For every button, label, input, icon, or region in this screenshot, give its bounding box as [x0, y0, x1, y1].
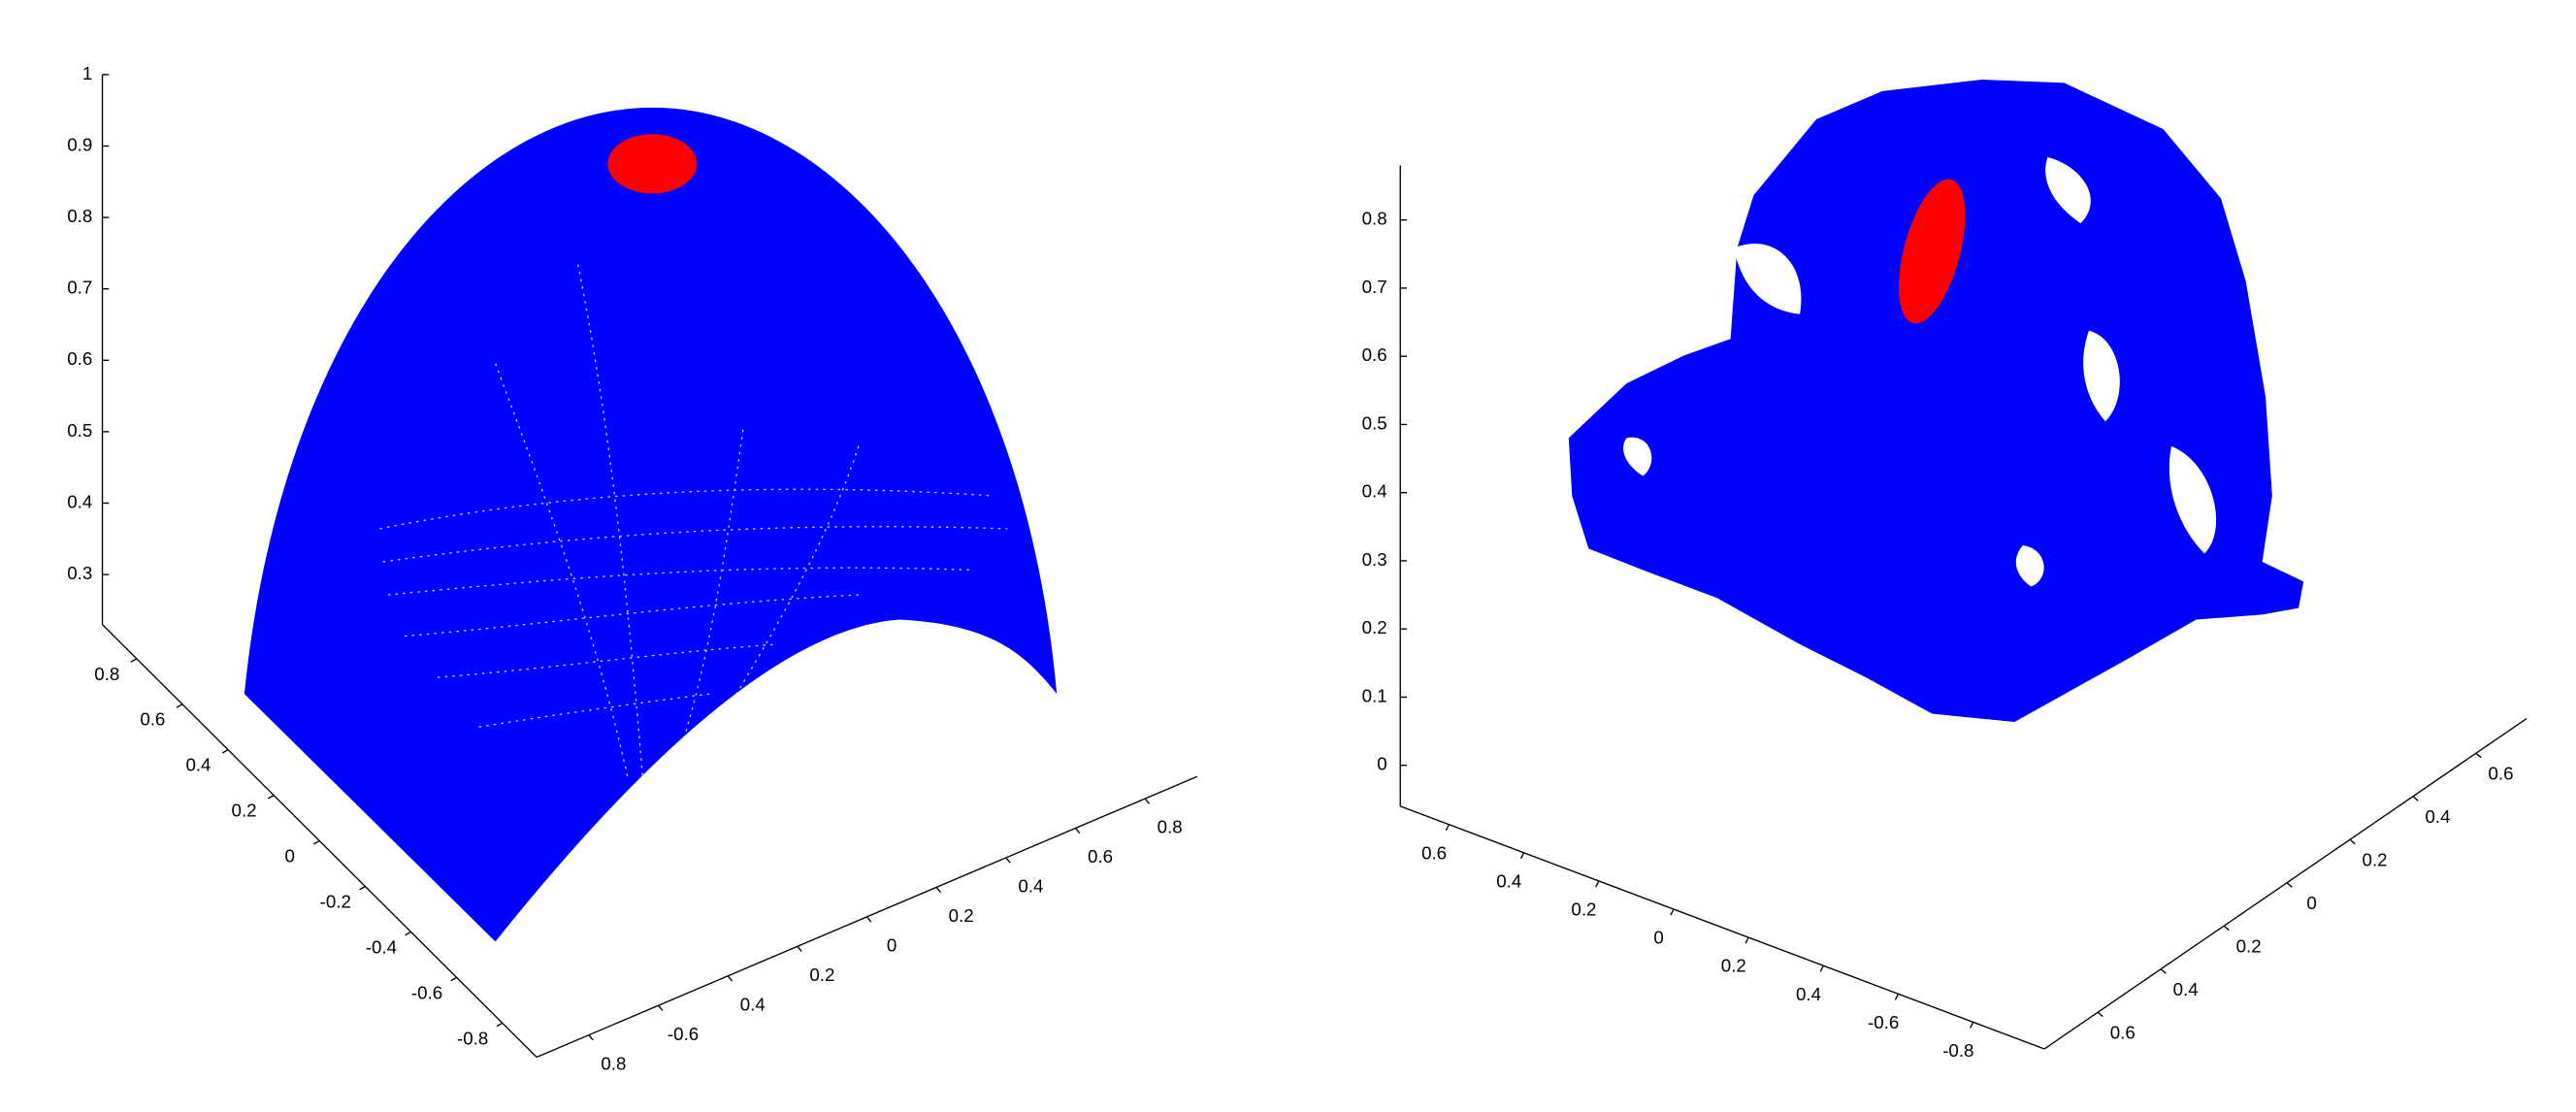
- highlight-region: [607, 134, 698, 194]
- y-tick: [1519, 852, 1525, 860]
- y-tick: [1595, 880, 1600, 888]
- y-tick-label: 0.4: [1796, 984, 1821, 1004]
- y-tick-label: -0.6: [1868, 1012, 1899, 1032]
- y-tick: [450, 976, 458, 982]
- z-tick-label: 0.4: [67, 491, 92, 511]
- z-tick-label: 0.7: [1362, 277, 1387, 297]
- x-tick-label: 0.4: [2173, 979, 2199, 999]
- x-tick: [2475, 752, 2482, 759]
- z-tick-label: 0.3: [67, 563, 92, 583]
- point-cloud: [1568, 79, 2304, 723]
- x-tick-label: 0.8: [601, 1053, 626, 1073]
- z-tick-label: 1: [82, 63, 92, 83]
- y-tick: [496, 1022, 504, 1028]
- z-tick-label: 0.4: [1362, 481, 1387, 502]
- x-tick-label: 0.4: [1018, 876, 1043, 897]
- y-tick: [359, 885, 366, 891]
- y-tick: [176, 703, 183, 708]
- y-tick: [405, 931, 411, 936]
- y-tick: [267, 795, 275, 800]
- y-tick-label: -0.4: [366, 936, 397, 957]
- y-tick-label: -0.8: [457, 1028, 488, 1048]
- z-tick-label: 0.2: [1362, 617, 1387, 638]
- y-tick: [1445, 824, 1451, 832]
- z-tick-label: 0.5: [1362, 412, 1387, 433]
- right-plot: [1568, 79, 2304, 723]
- left-plot: [244, 107, 1058, 942]
- z-tick-label: 0.3: [1362, 549, 1387, 570]
- z-tick-label: 0.7: [67, 278, 92, 298]
- x-tick-label: 0.8: [1158, 817, 1183, 837]
- y-tick-label: -0.6: [411, 982, 442, 1002]
- x-tick: [658, 1004, 664, 1011]
- y-tick-label: 0.6: [1421, 842, 1447, 863]
- y-tick: [313, 839, 320, 845]
- y-tick-label: 0.2: [1571, 899, 1596, 920]
- x-tick-label: -0.6: [668, 1024, 699, 1044]
- x-tick: [727, 975, 734, 982]
- x-tick-label: 0.2: [2236, 935, 2262, 956]
- x-tick-label: 0.2: [2363, 849, 2388, 869]
- y-tick: [1894, 993, 1900, 1000]
- x-tick: [2097, 1011, 2103, 1018]
- cloud-gaps: [1623, 156, 2217, 587]
- x-tick-label: 0.2: [949, 905, 974, 926]
- surface-lattice: [379, 264, 1008, 794]
- y-axis: [1399, 805, 2045, 1050]
- z-tick-label: 0.6: [1362, 344, 1387, 365]
- y-tick: [1970, 1022, 1974, 1029]
- z-tick-label: 0: [1377, 754, 1386, 774]
- x-tick: [2160, 968, 2167, 974]
- y-tick: [1670, 908, 1675, 916]
- y-tick-label: 0.8: [94, 664, 119, 684]
- x-tick-label: 0.6: [2110, 1022, 2136, 1042]
- x-tick: [1144, 798, 1151, 804]
- x-tick: [2286, 882, 2293, 888]
- highlight-region: [1898, 179, 1966, 324]
- z-tick-label: 0.5: [67, 420, 92, 441]
- y-tick: [1745, 936, 1749, 944]
- z-tick-label: 0.8: [67, 206, 92, 226]
- x-tick-label: 0: [887, 934, 897, 955]
- surface: [244, 107, 1058, 942]
- x-tick: [2412, 796, 2419, 801]
- z-tick-label: 0.8: [1362, 209, 1387, 229]
- x-tick: [865, 916, 872, 923]
- z-tick-label: 0.6: [67, 348, 92, 369]
- y-tick: [130, 658, 138, 663]
- y-tick-label: 0: [284, 846, 294, 867]
- y-tick: [221, 749, 229, 754]
- y-tick-label: 0.4: [185, 755, 211, 775]
- z-tick-label: 0.9: [67, 134, 92, 154]
- x-tick: [797, 945, 802, 952]
- y-tick-label: 0: [1653, 928, 1663, 948]
- y-tick-label: -0.2: [320, 891, 351, 911]
- y-tick-label: 0.6: [140, 709, 165, 730]
- x-tick: [935, 886, 942, 894]
- x-tick: [1005, 857, 1011, 864]
- y-tick: [1819, 965, 1824, 972]
- y-tick-label: -0.8: [1942, 1040, 1973, 1061]
- x-tick-label: 0: [2306, 893, 2316, 913]
- x-tick-label: 0.2: [809, 965, 834, 985]
- y-tick-label: 0.2: [232, 801, 257, 821]
- x-tick: [2349, 838, 2356, 845]
- x-tick: [588, 1034, 594, 1041]
- y-tick-label: 0.2: [1721, 956, 1746, 976]
- x-tick-label: 0.4: [2426, 806, 2451, 827]
- x-axis: [2043, 718, 2527, 1050]
- x-tick: [2223, 925, 2230, 932]
- z-tick-label: 0.1: [1362, 685, 1387, 705]
- x-tick-label: 0.6: [1088, 846, 1113, 867]
- x-tick-label: 0.6: [2488, 763, 2513, 783]
- y-tick-label: 0.4: [1496, 870, 1521, 891]
- x-tick-label: 0.4: [740, 994, 766, 1014]
- x-tick: [1074, 828, 1081, 834]
